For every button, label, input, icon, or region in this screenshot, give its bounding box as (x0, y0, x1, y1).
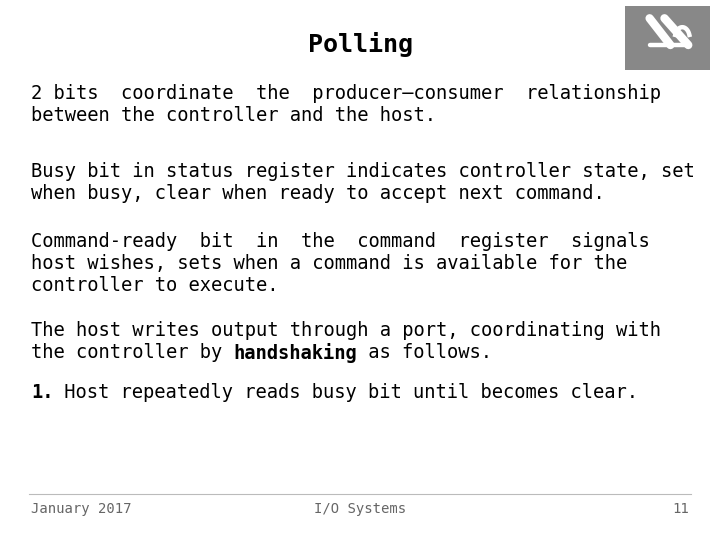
Bar (625, 6, 710, 70)
Text: Command-ready  bit  in  the  command  register  signals: Command-ready bit in the command registe… (31, 232, 649, 251)
Text: when busy, clear when ready to accept next command.: when busy, clear when ready to accept ne… (31, 184, 605, 203)
Text: between the controller and the host.: between the controller and the host. (31, 106, 436, 125)
Text: The host writes output through a port, coordinating with: The host writes output through a port, c… (31, 321, 661, 340)
Text: January 2017: January 2017 (31, 502, 132, 516)
Text: controller to execute.: controller to execute. (31, 276, 279, 295)
Text: as follows.: as follows. (357, 343, 492, 362)
Text: Busy bit in status register indicates controller state, set: Busy bit in status register indicates co… (31, 162, 695, 181)
Text: 2 bits  coordinate  the  producer–consumer  relationship: 2 bits coordinate the producer–consumer … (31, 84, 661, 103)
Text: Host repeatedly reads busy bit until becomes clear.: Host repeatedly reads busy bit until bec… (53, 383, 639, 402)
Text: Polling: Polling (307, 32, 413, 57)
Text: the controller by: the controller by (31, 343, 233, 362)
Text: host wishes, sets when a command is available for the: host wishes, sets when a command is avai… (31, 254, 627, 273)
Text: 1.: 1. (31, 383, 53, 402)
Text: handshaking: handshaking (233, 343, 357, 363)
Text: 11: 11 (672, 502, 689, 516)
Text: I/O Systems: I/O Systems (314, 502, 406, 516)
